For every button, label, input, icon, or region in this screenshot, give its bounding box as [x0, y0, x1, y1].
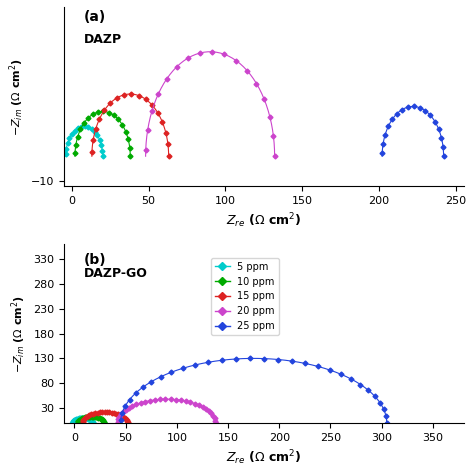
Text: (a): (a): [84, 10, 107, 24]
X-axis label: $Z_{re}$ ($\Omega$ cm$^2$): $Z_{re}$ ($\Omega$ cm$^2$): [226, 211, 301, 230]
Legend: 5 ppm, 10 ppm, 15 ppm, 20 ppm, 25 ppm: 5 ppm, 10 ppm, 15 ppm, 20 ppm, 25 ppm: [211, 258, 279, 335]
Y-axis label: $-Z_{im}$ ($\Omega$ cm$^2$): $-Z_{im}$ ($\Omega$ cm$^2$): [9, 294, 27, 373]
X-axis label: $Z_{re}$ ($\Omega$ cm$^2$): $Z_{re}$ ($\Omega$ cm$^2$): [226, 448, 301, 467]
Text: (b): (b): [84, 253, 107, 267]
Text: DAZP: DAZP: [84, 33, 122, 46]
Y-axis label: $-Z_{im}$ ($\Omega$ cm$^2$): $-Z_{im}$ ($\Omega$ cm$^2$): [7, 57, 26, 136]
Text: DAZP-GO: DAZP-GO: [84, 267, 148, 280]
